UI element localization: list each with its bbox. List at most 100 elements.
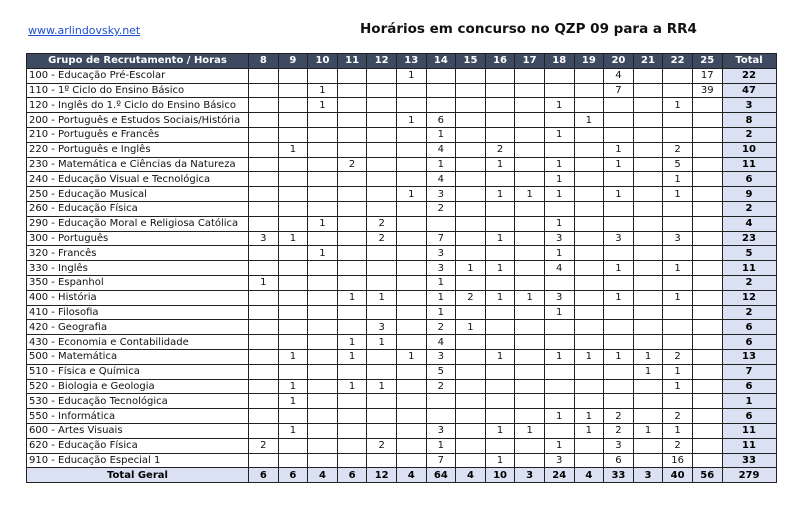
table-row: 100 - Educação Pré-Escolar 1 4 17 22: [26, 67, 777, 84]
hours-cell: [691, 126, 723, 143]
hours-cell: [277, 452, 309, 469]
hours-cell: [603, 319, 634, 336]
hours-cell: [336, 408, 368, 424]
hours-cell: [395, 393, 427, 410]
hours-cell: [603, 274, 634, 291]
hours-cell: [425, 393, 457, 410]
hours-cell: 1: [514, 289, 545, 306]
hours-cell: [514, 274, 545, 291]
table-row: 210 - Português e Francês 1 1 2: [26, 126, 777, 143]
hours-cell: 2: [425, 319, 457, 336]
hours-cell: [277, 186, 309, 202]
hours-cell: [691, 200, 723, 217]
hours-cell: [603, 112, 634, 128]
hours-cell: [662, 215, 693, 232]
hours-cell: 1: [514, 422, 545, 439]
hours-cell: [366, 348, 397, 365]
table-row: 120 - Inglês do 1.º Ciclo do Ensino Bási…: [26, 97, 777, 114]
group-label: 520 - Biologia e Geologia: [26, 378, 249, 395]
website-link[interactable]: www.arlindovsky.net: [28, 24, 141, 37]
column-total: 4: [395, 467, 427, 484]
table-row: 290 - Educação Moral e Religiosa Católic…: [26, 215, 777, 232]
hours-cell: [307, 112, 338, 128]
hours-cell: [691, 289, 723, 306]
hours-cell: [248, 171, 279, 188]
hours-cell: [307, 348, 338, 365]
hours-cell: [514, 408, 545, 424]
hours-cell: [632, 215, 664, 232]
hours-cell: 5: [425, 363, 457, 380]
table-row: 350 - Espanhol 1 1 2: [26, 274, 777, 291]
table-row: 240 - Educação Visual e Tecnológica 4 1 1 6: [26, 171, 777, 188]
hours-cell: [277, 67, 309, 84]
hours-cell: [662, 82, 693, 99]
row-total: 6: [721, 319, 777, 336]
hours-cell: [395, 319, 427, 336]
column-header-18: 18: [543, 53, 575, 69]
hours-cell: 1: [366, 378, 397, 395]
hours-cell: [691, 437, 723, 454]
hours-cell: [514, 171, 545, 188]
column-total: 12: [366, 467, 397, 484]
table-row: 320 - Francês 1 3 1 5: [26, 245, 777, 262]
hours-cell: 2: [425, 378, 457, 395]
hours-cell: [514, 378, 545, 395]
hours-cell: [455, 422, 486, 439]
hours-cell: [248, 200, 279, 217]
column-header-10: 10: [307, 53, 338, 69]
hours-cell: 1: [603, 141, 634, 158]
hours-cell: 3: [248, 230, 279, 247]
hours-cell: [632, 437, 664, 454]
hours-cell: [632, 82, 664, 99]
total-label: Total Geral: [26, 467, 249, 484]
row-total: 11: [721, 156, 777, 173]
hours-cell: [662, 245, 693, 262]
table-row: 260 - Educação Física 2 2: [26, 200, 777, 217]
hours-cell: [395, 82, 427, 99]
hours-cell: [248, 289, 279, 306]
hours-cell: 3: [425, 422, 457, 439]
hours-cell: [307, 156, 338, 173]
hours-cell: [455, 363, 486, 380]
hours-cell: 1: [425, 126, 457, 143]
hours-cell: [366, 141, 397, 158]
row-total: 47: [721, 82, 777, 99]
hours-cell: [336, 97, 368, 114]
hours-cell: [366, 393, 397, 410]
hours-cell: 1: [484, 289, 516, 306]
hours-cell: [455, 393, 486, 410]
hours-cell: 1: [484, 452, 516, 469]
row-total: 2: [721, 126, 777, 143]
hours-cell: 1: [484, 186, 516, 202]
table-row: 300 - Português 3 1 2 7 1 3 3 3 23: [26, 230, 777, 247]
group-label: 100 - Educação Pré-Escolar: [26, 67, 249, 84]
column-header-16: 16: [484, 53, 516, 69]
hours-cell: [632, 171, 664, 188]
hours-cell: [573, 126, 605, 143]
hours-cell: [366, 260, 397, 276]
hours-cell: 1: [248, 274, 279, 291]
table-row: 550 - Informática 1 1 2 2 6: [26, 408, 777, 424]
hours-cell: [573, 82, 605, 99]
hours-cell: [514, 141, 545, 158]
hours-cell: [691, 274, 723, 291]
hours-cell: 2: [455, 289, 486, 306]
hours-cell: 1: [543, 97, 575, 114]
hours-cell: [455, 126, 486, 143]
hours-cell: [632, 245, 664, 262]
hours-cell: [573, 363, 605, 380]
hours-cell: [248, 378, 279, 395]
hours-cell: [514, 67, 545, 84]
hours-cell: 39: [691, 82, 723, 99]
hours-cell: 6: [425, 112, 457, 128]
hours-cell: [277, 363, 309, 380]
hours-cell: [514, 393, 545, 410]
table-row: 520 - Biologia e Geologia 1 1 1 2 1 6: [26, 378, 777, 395]
hours-cell: 1: [573, 408, 605, 424]
hours-cell: [395, 334, 427, 350]
column-header-17: 17: [514, 53, 545, 69]
hours-cell: [395, 422, 427, 439]
hours-cell: [603, 304, 634, 321]
group-label: 320 - Francês: [26, 245, 249, 262]
hours-cell: [277, 319, 309, 336]
